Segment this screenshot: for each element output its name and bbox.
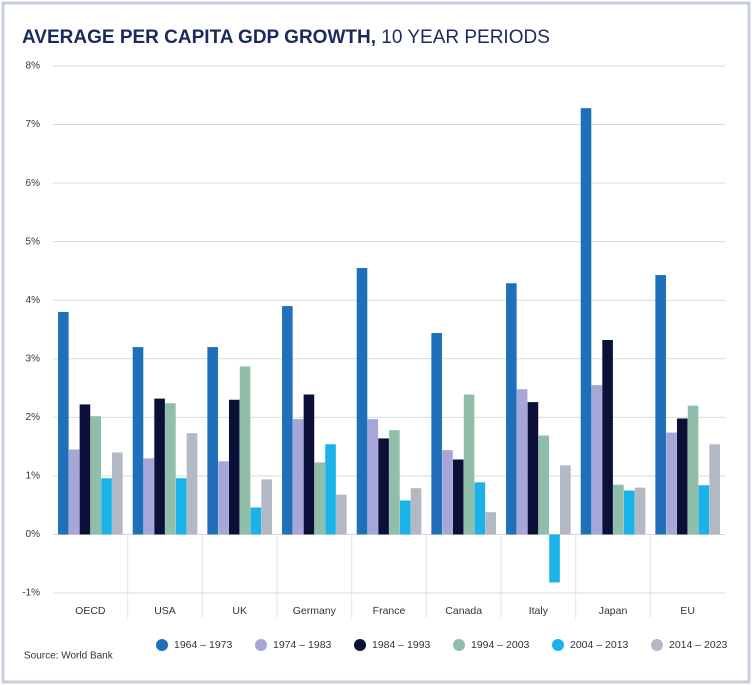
bar: [709, 444, 720, 535]
y-tick-label: 6%: [26, 178, 41, 189]
x-tick-label: EU: [680, 605, 695, 617]
bar: [560, 465, 571, 535]
bar: [154, 398, 165, 535]
bar: [538, 435, 550, 535]
legend-label: 1984 – 1993: [372, 639, 431, 651]
bar: [314, 462, 326, 535]
y-tick-label: 0%: [26, 529, 41, 540]
legend-swatch: [651, 639, 663, 651]
bar: [452, 459, 464, 535]
legend-swatch: [453, 639, 465, 651]
bar: [442, 450, 453, 535]
bar: [112, 452, 123, 535]
legend-label: 1964 – 1973: [174, 639, 233, 651]
x-tick-label: OECD: [75, 605, 106, 617]
bar: [602, 340, 613, 535]
bar: [410, 488, 422, 535]
bar: [613, 484, 624, 535]
bar: [325, 444, 336, 535]
y-tick-label: 8%: [26, 61, 41, 72]
bar: [389, 430, 400, 535]
bar: [356, 268, 368, 535]
bar: [367, 419, 379, 535]
x-tick-label: Italy: [529, 605, 549, 617]
bar: [303, 394, 315, 535]
bar: [165, 403, 176, 535]
x-tick-label: France: [373, 605, 406, 617]
bar: [175, 478, 187, 535]
bar: [378, 438, 389, 535]
y-tick-label: 4%: [26, 295, 41, 306]
bar: [261, 479, 272, 535]
bar: [399, 500, 411, 535]
x-tick-label: Germany: [293, 605, 337, 617]
bar: [506, 283, 517, 535]
bar: [591, 385, 603, 535]
bar: [634, 487, 646, 535]
y-tick-label: -1%: [22, 588, 40, 599]
bar: [580, 108, 592, 535]
legend-label: 2004 – 2013: [570, 639, 629, 651]
bar: [68, 449, 80, 535]
legend-swatch: [354, 639, 366, 651]
bar: [218, 461, 229, 535]
bar: [655, 275, 666, 535]
y-tick-label: 2%: [26, 412, 41, 423]
legend-label: 1994 – 2003: [471, 639, 530, 651]
y-tick-label: 7%: [26, 119, 41, 130]
y-tick-label: 3%: [26, 353, 41, 364]
y-tick-label: 1%: [26, 471, 41, 482]
x-tick-label: Japan: [599, 605, 628, 617]
bar: [132, 347, 144, 535]
bar: [282, 306, 293, 535]
bar: [666, 432, 677, 535]
bar: [687, 405, 699, 535]
bar: [474, 482, 486, 535]
bar: [143, 458, 155, 535]
legend-swatch: [156, 639, 168, 651]
bar: [207, 347, 218, 535]
bar: [485, 512, 496, 535]
title: AVERAGE PER CAPITA GDP GROWTH,: [22, 27, 376, 48]
y-tick-label: 5%: [26, 236, 41, 247]
source: Source: World Bank: [24, 651, 114, 662]
bar: [101, 478, 112, 535]
legend-swatch: [552, 639, 564, 651]
bar: [623, 490, 635, 535]
x-tick-label: UK: [232, 605, 247, 617]
legend-label: 1974 – 1983: [273, 639, 332, 651]
bar: [239, 366, 251, 535]
bar: [58, 311, 69, 535]
bar: [186, 433, 198, 535]
bar: [79, 404, 91, 535]
bar: [228, 399, 240, 535]
x-tick-label: Canada: [445, 605, 482, 617]
x-tick-label: USA: [154, 605, 176, 617]
legend-swatch: [255, 639, 267, 651]
subtitle: 10 YEAR PERIODS: [381, 27, 550, 48]
bar: [250, 507, 262, 535]
legend-label: 2014 – 2023: [669, 639, 728, 651]
bar: [516, 389, 528, 535]
chart-title: AVERAGE PER CAPITA GDP GROWTH, 10 YEAR P…: [22, 27, 550, 48]
bar: [463, 394, 475, 535]
bar: [676, 418, 688, 535]
bar: [292, 419, 304, 535]
bar: [431, 333, 442, 535]
bar: [336, 494, 347, 535]
bar: [527, 402, 539, 535]
bar: [90, 416, 102, 535]
bar: [549, 534, 560, 583]
bar: [698, 485, 710, 535]
